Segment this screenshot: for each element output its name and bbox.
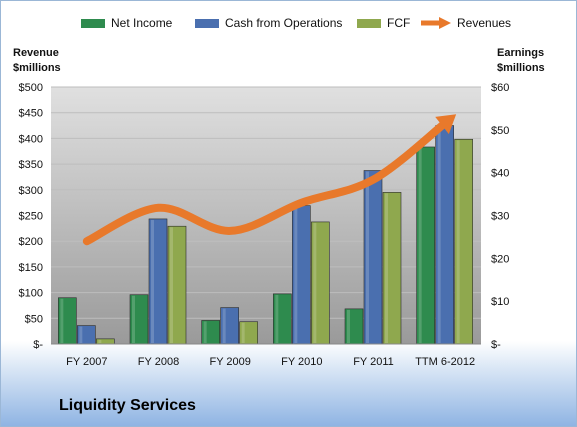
right-tick-label: $20 bbox=[491, 253, 509, 265]
right-axis-title-line2: $millions bbox=[497, 62, 545, 74]
x-tick-label: TTM 6-2012 bbox=[415, 356, 475, 368]
legend-label-fcf: FCF bbox=[387, 16, 411, 30]
ticks-group: $- $50 $100 $150 $200 $250 $300 $350 $400 $450 $50… bbox=[19, 82, 510, 368]
bar-highlight bbox=[151, 219, 154, 343]
legend-label-net-income: Net Income bbox=[111, 16, 173, 30]
bar-highlight bbox=[456, 140, 460, 343]
bar-highlight bbox=[98, 339, 102, 343]
left-tick-label: $200 bbox=[19, 236, 43, 248]
legend-swatch-fcf bbox=[357, 19, 381, 28]
left-tick-label: $100 bbox=[19, 288, 43, 300]
x-tick-label: FY 2007 bbox=[66, 356, 107, 368]
legend: Net Income Cash from Operations FCF Reve… bbox=[1, 16, 576, 34]
legend-swatch-cfo bbox=[195, 19, 219, 28]
bar-highlight bbox=[275, 294, 279, 343]
x-tick-label: FY 2008 bbox=[138, 356, 179, 368]
bar-highlight bbox=[294, 206, 298, 343]
bar-highlight bbox=[241, 322, 245, 343]
right-axis-title-line1: Earnings bbox=[497, 47, 545, 59]
bar-highlight bbox=[366, 171, 369, 343]
legend-label-cfo: Cash from Operations bbox=[225, 16, 343, 30]
left-axis-title-line1: Revenue bbox=[13, 47, 59, 59]
right-tick-label: $30 bbox=[491, 211, 509, 223]
right-axis-title: Earnings $millions bbox=[497, 46, 545, 76]
bars-group bbox=[58, 125, 473, 345]
left-tick-label: $250 bbox=[19, 211, 43, 223]
right-tick-label: $- bbox=[491, 339, 501, 351]
revenue-arrowhead bbox=[435, 114, 457, 135]
right-tick-label: $60 bbox=[491, 82, 509, 94]
revenue-line bbox=[82, 118, 450, 246]
left-tick-label: $300 bbox=[19, 185, 43, 197]
company-name: Liquidity Services bbox=[59, 397, 196, 414]
gridlines bbox=[51, 86, 481, 319]
bar-highlight bbox=[132, 295, 135, 343]
right-tick-label: $50 bbox=[491, 125, 509, 137]
left-tick-label: $50 bbox=[25, 313, 43, 325]
bar-highlight bbox=[222, 308, 226, 343]
right-tick-label: $10 bbox=[491, 296, 509, 308]
bar-highlight bbox=[203, 321, 207, 343]
left-tick-label: $- bbox=[33, 339, 43, 351]
left-tick-label: $450 bbox=[19, 108, 43, 120]
left-tick-label: $500 bbox=[19, 82, 43, 94]
left-tick-label: $150 bbox=[19, 262, 43, 274]
legend-arrow-icon bbox=[421, 17, 451, 29]
x-tick-label: FY 2010 bbox=[281, 356, 322, 368]
left-tick-label: $350 bbox=[19, 159, 43, 171]
bar-highlight bbox=[437, 126, 441, 343]
bar-highlight bbox=[347, 309, 350, 343]
bar-highlight bbox=[313, 222, 317, 343]
right-tick-label: $40 bbox=[491, 168, 509, 180]
bar-highlight bbox=[170, 227, 173, 343]
legend-swatch-net-income bbox=[81, 19, 105, 28]
left-axis-title-line2: $millions bbox=[13, 62, 61, 74]
bar-highlight bbox=[418, 147, 422, 343]
bar-highlight bbox=[385, 193, 388, 343]
legend-label-revenues: Revenues bbox=[457, 16, 512, 30]
bar-highlight bbox=[60, 298, 64, 343]
left-tick-label: $400 bbox=[19, 133, 43, 145]
left-axis-title: Revenue $millions bbox=[13, 46, 61, 76]
x-tick-label: FY 2011 bbox=[353, 356, 394, 368]
revenue-line-group bbox=[82, 114, 457, 246]
x-tick-label: FY 2009 bbox=[209, 356, 250, 368]
bar-highlight bbox=[79, 326, 83, 343]
